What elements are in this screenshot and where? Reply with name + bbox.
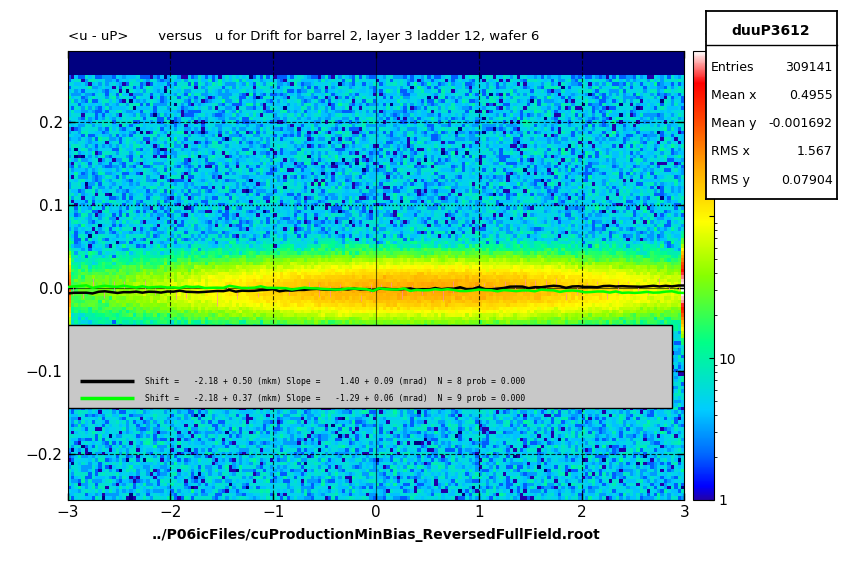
Text: RMS y: RMS y xyxy=(710,174,749,186)
Text: -0.001692: -0.001692 xyxy=(768,118,831,130)
Text: Entries: Entries xyxy=(710,61,754,74)
Text: Shift =   -2.18 + 0.37 (mkm) Slope =   -1.29 + 0.06 (mrad)  N = 9 prob = 0.000: Shift = -2.18 + 0.37 (mkm) Slope = -1.29… xyxy=(144,394,524,403)
Text: Mean y: Mean y xyxy=(710,118,755,130)
Text: 309141: 309141 xyxy=(784,61,831,74)
Text: Shift =   -2.18 + 0.50 (mkm) Slope =    1.40 + 0.09 (mrad)  N = 8 prob = 0.000: Shift = -2.18 + 0.50 (mkm) Slope = 1.40 … xyxy=(144,377,524,386)
Text: 0.4955: 0.4955 xyxy=(788,89,831,102)
Text: RMS x: RMS x xyxy=(710,145,749,158)
Text: $10^2$: $10^2$ xyxy=(702,30,725,47)
Text: 0.07904: 0.07904 xyxy=(780,174,831,186)
Bar xyxy=(68,325,671,408)
Text: Mean x: Mean x xyxy=(710,89,755,102)
Text: 1.567: 1.567 xyxy=(796,145,831,158)
X-axis label: ../P06icFiles/cuProductionMinBias_ReversedFullField.root: ../P06icFiles/cuProductionMinBias_Revers… xyxy=(151,528,600,542)
Text: <u - uP>       versus   u for Drift for barrel 2, layer 3 ladder 12, wafer 6: <u - uP> versus u for Drift for barrel 2… xyxy=(68,30,538,43)
Text: duuP3612: duuP3612 xyxy=(731,24,809,39)
